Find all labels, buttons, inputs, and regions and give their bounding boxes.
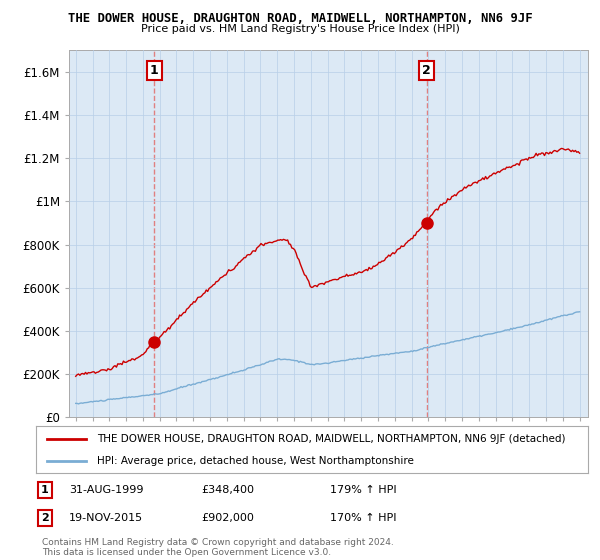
Text: HPI: Average price, detached house, West Northamptonshire: HPI: Average price, detached house, West…	[97, 456, 413, 466]
Text: Price paid vs. HM Land Registry's House Price Index (HPI): Price paid vs. HM Land Registry's House …	[140, 24, 460, 34]
Text: 19-NOV-2015: 19-NOV-2015	[69, 513, 143, 523]
Text: 170% ↑ HPI: 170% ↑ HPI	[330, 513, 397, 523]
Text: Contains HM Land Registry data © Crown copyright and database right 2024.
This d: Contains HM Land Registry data © Crown c…	[42, 538, 394, 557]
Text: THE DOWER HOUSE, DRAUGHTON ROAD, MAIDWELL, NORTHAMPTON, NN6 9JF: THE DOWER HOUSE, DRAUGHTON ROAD, MAIDWEL…	[68, 12, 532, 25]
Text: THE DOWER HOUSE, DRAUGHTON ROAD, MAIDWELL, NORTHAMPTON, NN6 9JF (detached): THE DOWER HOUSE, DRAUGHTON ROAD, MAIDWEL…	[97, 434, 565, 444]
Text: 179% ↑ HPI: 179% ↑ HPI	[330, 485, 397, 495]
Text: 2: 2	[422, 64, 431, 77]
Text: 1: 1	[150, 64, 158, 77]
Text: 1: 1	[41, 485, 49, 495]
Text: £902,000: £902,000	[201, 513, 254, 523]
Text: 31-AUG-1999: 31-AUG-1999	[69, 485, 143, 495]
Text: £348,400: £348,400	[201, 485, 254, 495]
Text: 2: 2	[41, 513, 49, 523]
